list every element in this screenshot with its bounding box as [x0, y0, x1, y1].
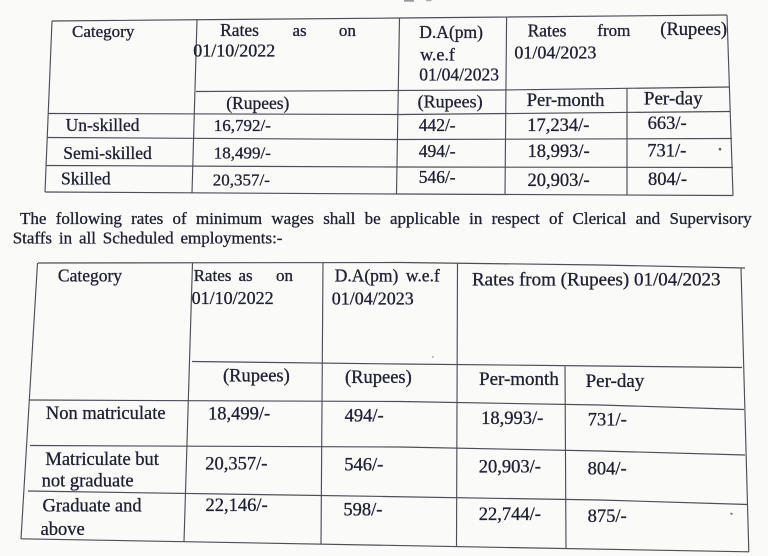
svg-text:on: on [339, 21, 357, 40]
svg-text:Category: Category [72, 22, 135, 41]
svg-text:Staffs in all Scheduled employ: Staffs in all Scheduled employments:- [13, 229, 283, 248]
svg-text:804/-: 804/- [588, 459, 627, 479]
svg-text:663/-: 663/- [648, 114, 687, 134]
svg-text:(Rupees): (Rupees) [223, 367, 290, 387]
svg-text:(Rupees): (Rupees) [226, 93, 289, 113]
svg-text:01/04/2023: 01/04/2023 [419, 65, 499, 85]
svg-text:Rates: Rates [220, 20, 259, 40]
svg-text:w.e.f: w.e.f [420, 45, 455, 65]
svg-text:804/-: 804/- [648, 170, 687, 190]
svg-text:20,903/-: 20,903/- [479, 457, 541, 477]
svg-text:442/-: 442/- [419, 115, 456, 135]
svg-text:as: as [293, 21, 307, 40]
svg-text:Rates: Rates [194, 266, 232, 285]
svg-text:20,903/-: 20,903/- [528, 171, 590, 191]
svg-text:Rates from (Rupees) 01/04/2023: Rates from (Rupees) 01/04/2023 [472, 270, 721, 291]
svg-text:18,499/-: 18,499/- [208, 404, 270, 424]
svg-text:as: as [239, 266, 253, 285]
svg-text:01/04/2023: 01/04/2023 [514, 42, 596, 62]
svg-text:731/-: 731/- [647, 141, 686, 161]
svg-text:20,357/-: 20,357/- [213, 170, 270, 189]
svg-text:Semi-skilled: Semi-skilled [63, 143, 152, 163]
svg-text:18,993/-: 18,993/- [528, 142, 590, 162]
svg-text:22,146/-: 22,146/- [206, 496, 268, 516]
svg-text:17,234/-: 17,234/- [527, 116, 589, 136]
svg-text:from: from [597, 21, 630, 40]
svg-text:Rates: Rates [528, 20, 567, 40]
svg-text:Per-day: Per-day [586, 371, 645, 392]
svg-text:(Rupees): (Rupees) [345, 368, 412, 388]
svg-text:22,744/-: 22,744/- [479, 505, 541, 525]
svg-text:Matriculate but: Matriculate but [45, 450, 159, 470]
svg-text:The following rates of minimum: The following rates of minimum wages sha… [20, 209, 752, 228]
svg-text:731/-: 731/- [588, 410, 627, 430]
svg-text:01/10/2022: 01/10/2022 [193, 41, 275, 61]
svg-text:01/10/2022: 01/10/2022 [192, 288, 274, 308]
svg-text:Category: Category [58, 266, 122, 286]
svg-text:18,499/-: 18,499/- [214, 144, 271, 163]
svg-text:Per-month: Per-month [479, 369, 559, 390]
svg-text:546/-: 546/- [419, 167, 456, 187]
svg-text:Per-day: Per-day [644, 88, 703, 109]
svg-text:494/-: 494/- [345, 406, 384, 426]
svg-text:Un-skilled: Un-skilled [66, 115, 140, 135]
svg-text:(Rupees): (Rupees) [660, 20, 727, 40]
svg-text:Per-month: Per-month [527, 91, 605, 111]
svg-text:Non matriculate: Non matriculate [46, 404, 166, 424]
svg-text:(Rupees): (Rupees) [418, 92, 483, 113]
svg-text:Graduate and: Graduate and [43, 497, 143, 517]
svg-text:598/-: 598/- [343, 500, 382, 520]
svg-text:D.A(pm) w.e.f: D.A(pm) w.e.f [335, 266, 440, 286]
svg-text:D.A(pm): D.A(pm) [419, 22, 483, 42]
svg-text:not graduate: not graduate [42, 472, 134, 492]
svg-text:16,792/-: 16,792/- [214, 116, 271, 135]
svg-text:on: on [276, 266, 294, 285]
svg-text:494/-: 494/- [419, 141, 456, 161]
svg-text:20,357/-: 20,357/- [205, 455, 267, 475]
svg-text:875/-: 875/- [588, 507, 627, 527]
svg-text:18,993/-: 18,993/- [481, 409, 543, 429]
svg-text:above: above [41, 520, 85, 540]
svg-text:01/04/2023: 01/04/2023 [332, 288, 414, 308]
svg-text:546/-: 546/- [344, 455, 383, 475]
svg-text:Skilled: Skilled [61, 169, 111, 189]
